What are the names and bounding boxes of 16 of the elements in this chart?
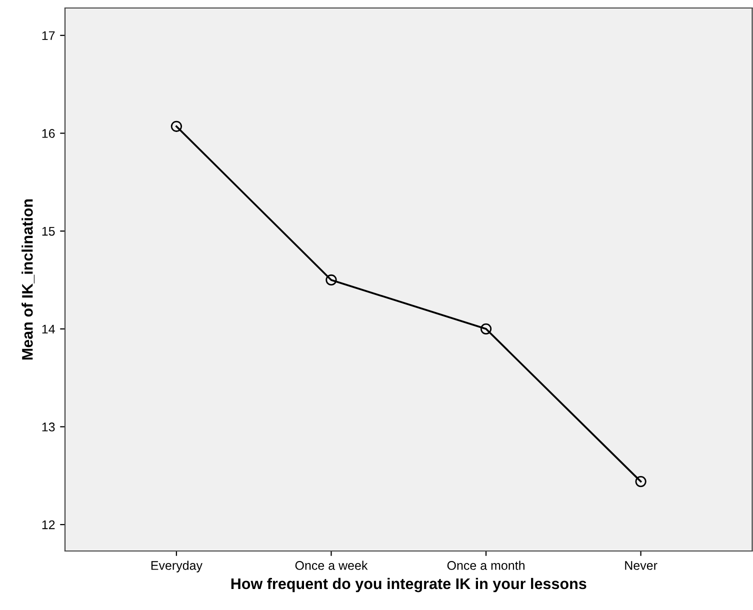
point bbox=[480, 323, 492, 334]
x-tick-label: Never bbox=[625, 561, 658, 570]
point bbox=[326, 274, 337, 286]
y-tick-label: 12 bbox=[42, 520, 55, 530]
x-axis-title: How frequent do you integrate IK in your lessons bbox=[231, 578, 586, 592]
point bbox=[635, 476, 646, 488]
x-tick-label: Everyday bbox=[151, 560, 202, 572]
point bbox=[170, 120, 182, 132]
y-tick-label: 15 bbox=[42, 227, 55, 236]
y-tick-label: 13 bbox=[42, 422, 55, 432]
y-tick-label: 17 bbox=[42, 31, 55, 40]
y-tick-label: 14 bbox=[42, 324, 55, 334]
y-tick-label: 16 bbox=[42, 129, 55, 138]
x-tick-label: Once a month bbox=[447, 560, 524, 570]
x-tick-label: Once a week bbox=[295, 560, 368, 570]
y-axis-title: Mean of IK_inclination bbox=[22, 199, 35, 360]
